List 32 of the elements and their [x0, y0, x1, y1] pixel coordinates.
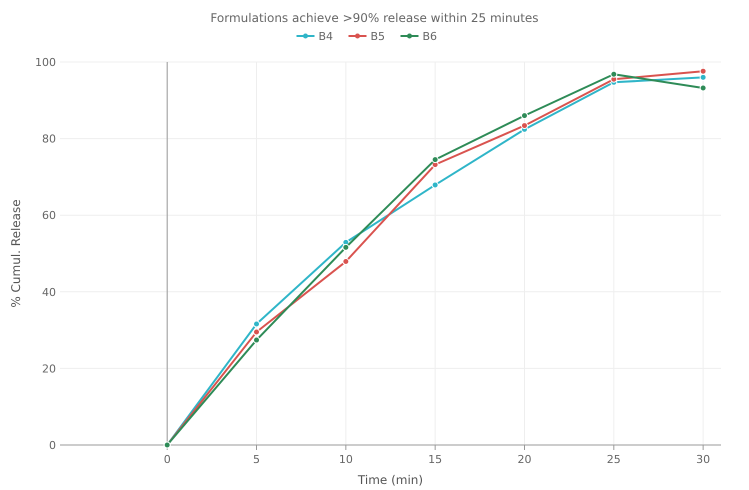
y-tick-label: 80 — [42, 132, 56, 146]
point — [700, 74, 707, 81]
point — [432, 156, 439, 164]
x-tick-label: 30 — [696, 453, 710, 466]
y-tick-label: 60 — [42, 209, 56, 222]
y-axis-title: % Cumul. Release — [9, 199, 23, 308]
chart-subtitle: Formulations achieve >90% release within 25 minutes — [210, 11, 539, 25]
point — [342, 258, 350, 266]
x-axis-title: Time (min) — [356, 473, 424, 487]
legend-label: B4 — [318, 30, 334, 43]
y-tick-label: 20 — [42, 362, 56, 376]
point — [342, 244, 350, 251]
point — [700, 84, 707, 92]
y-tick-label: 100 — [35, 56, 56, 69]
y-tick-label: 40 — [42, 286, 56, 299]
point — [253, 336, 260, 344]
point — [520, 122, 528, 130]
point — [610, 70, 618, 78]
point — [700, 68, 707, 75]
point — [520, 112, 528, 120]
point — [432, 181, 439, 188]
legend-label: B6 — [422, 30, 438, 43]
y-tick-label: 0 — [49, 439, 56, 452]
point — [253, 328, 260, 336]
x-tick-label: 15 — [428, 453, 442, 466]
x-tick-label: 10 — [338, 453, 353, 466]
x-tick-label: 0 — [164, 453, 171, 466]
x-tick-label: 25 — [606, 453, 621, 466]
x-tick-label: 20 — [517, 453, 532, 466]
x-tick-label: 5 — [253, 453, 260, 466]
point — [253, 320, 260, 328]
legend-label: B5 — [370, 30, 386, 43]
